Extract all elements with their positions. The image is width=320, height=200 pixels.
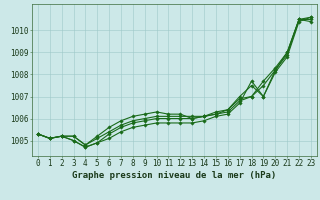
- X-axis label: Graphe pression niveau de la mer (hPa): Graphe pression niveau de la mer (hPa): [72, 171, 276, 180]
